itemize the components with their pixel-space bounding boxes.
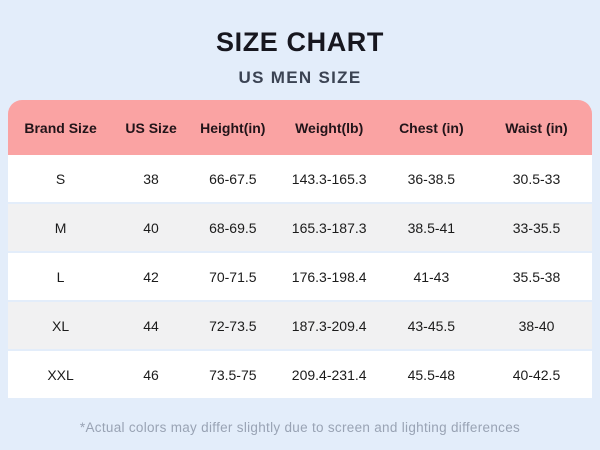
column-header-height: Height(in)	[189, 100, 277, 155]
cell-us-size: 40	[113, 202, 190, 251]
table-body: S 38 66-67.5 143.3-165.3 36-38.5 30.5-33…	[8, 155, 592, 398]
cell-waist: 30.5-33	[480, 155, 592, 202]
cell-chest: 41-43	[381, 251, 481, 300]
cell-us-size: 38	[113, 155, 190, 202]
cell-waist: 38-40	[480, 300, 592, 349]
cell-us-size: 44	[113, 300, 190, 349]
table-row-l: L 42 70-71.5 176.3-198.4 41-43 35.5-38	[8, 251, 592, 300]
cell-us-size: 42	[113, 251, 190, 300]
table-row-m: M 40 68-69.5 165.3-187.3 38.5-41 33-35.5	[8, 202, 592, 251]
cell-height: 66-67.5	[189, 155, 277, 202]
cell-weight: 209.4-231.4	[276, 349, 382, 398]
cell-waist: 40-42.5	[480, 349, 592, 398]
cell-brand-size: XL	[8, 300, 114, 349]
column-header-weight: Weight(lb)	[276, 100, 382, 155]
cell-weight: 143.3-165.3	[276, 155, 382, 202]
cell-chest: 43-45.5	[381, 300, 481, 349]
cell-height: 73.5-75	[189, 349, 277, 398]
cell-waist: 35.5-38	[480, 251, 592, 300]
cell-brand-size: M	[8, 202, 114, 251]
column-header-chest: Chest (in)	[381, 100, 481, 155]
cell-brand-size: S	[8, 155, 114, 202]
cell-chest: 38.5-41	[381, 202, 481, 251]
table-header-row: Brand Size US Size Height(in) Weight(lb)…	[8, 100, 592, 155]
cell-height: 72-73.5	[189, 300, 277, 349]
page-title: SIZE CHART	[216, 27, 384, 57]
cell-height: 70-71.5	[189, 251, 277, 300]
table-row-s: S 38 66-67.5 143.3-165.3 36-38.5 30.5-33	[8, 155, 592, 202]
cell-brand-size: XXL	[8, 349, 114, 398]
cell-waist: 33-35.5	[480, 202, 592, 251]
cell-us-size: 46	[113, 349, 190, 398]
size-chart-table: Brand Size US Size Height(in) Weight(lb)…	[8, 100, 592, 398]
cell-chest: 36-38.5	[381, 155, 481, 202]
cell-brand-size: L	[8, 251, 114, 300]
cell-weight: 165.3-187.3	[276, 202, 382, 251]
cell-weight: 176.3-198.4	[276, 251, 382, 300]
table-row-xl: XL 44 72-73.5 187.3-209.4 43-45.5 38-40	[8, 300, 592, 349]
column-header-brand-size: Brand Size	[8, 100, 114, 155]
column-header-us-size: US Size	[113, 100, 190, 155]
column-header-waist: Waist (in)	[480, 100, 592, 155]
table-row-xxl: XXL 46 73.5-75 209.4-231.4 45.5-48 40-42…	[8, 349, 592, 398]
cell-chest: 45.5-48	[381, 349, 481, 398]
cell-height: 68-69.5	[189, 202, 277, 251]
cell-weight: 187.3-209.4	[276, 300, 382, 349]
disclaimer-note: *Actual colors may differ slightly due t…	[79, 420, 521, 435]
table-header: Brand Size US Size Height(in) Weight(lb)…	[8, 100, 592, 155]
page-subtitle: US MEN SIZE	[238, 68, 362, 87]
